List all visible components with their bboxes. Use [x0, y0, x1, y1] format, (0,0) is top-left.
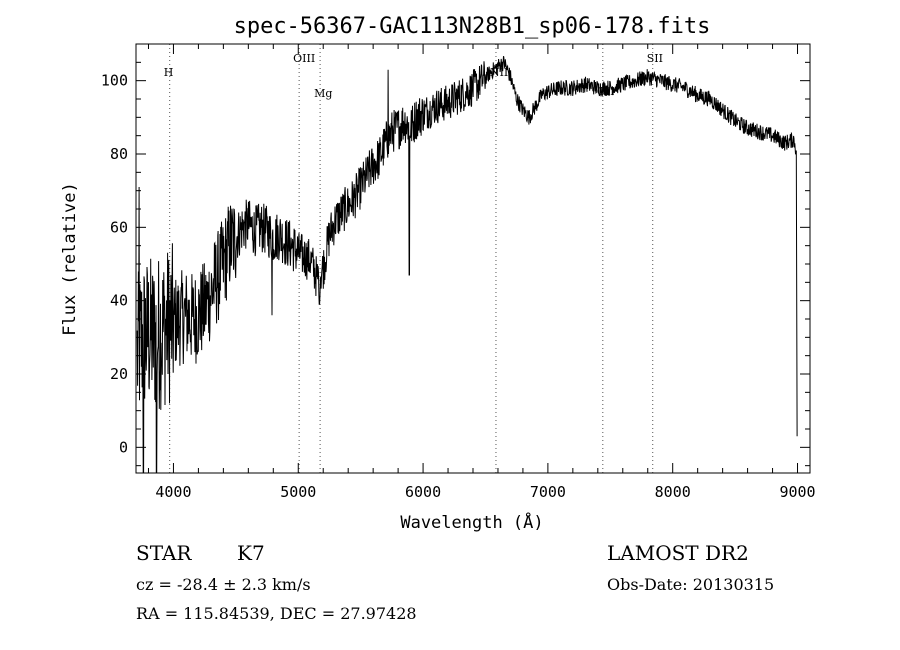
spectrum-series-line: [136, 55, 798, 474]
chart-title: spec-56367-GAC113N28B1_sp06-178.fits: [234, 14, 711, 39]
x-tick-label: 9000: [779, 483, 815, 501]
survey-name: LAMOST DR2: [607, 541, 749, 565]
line-label-h: H: [164, 66, 174, 79]
y-axis-label: Flux (relative): [60, 182, 80, 336]
sky-coordinates: RA = 115.84539, DEC = 27.97428: [136, 604, 417, 623]
y-tick-label: 60: [110, 218, 128, 236]
x-tick-label: 6000: [405, 483, 441, 501]
plot-frame: [135, 43, 811, 474]
y-axis: 0 20 40 60 80 100: [101, 43, 810, 467]
y-tick-label: 40: [110, 292, 128, 310]
x-axis: 4000 5000 6000 7000 8000 9000: [147, 44, 816, 501]
line-label-oiii: OIII: [293, 52, 315, 65]
x-tick-label: 8000: [655, 483, 691, 501]
y-tick-label: 100: [101, 72, 128, 90]
redshift-value: cz = -28.4 ± 2.3 km/s: [136, 575, 311, 594]
x-tick-label: 5000: [280, 483, 316, 501]
line-label-mg: Mg: [314, 87, 332, 100]
x-tick-label: 4000: [155, 483, 191, 501]
y-tick-label: 80: [110, 145, 128, 163]
x-tick-label: 7000: [530, 483, 566, 501]
y-tick-label: 0: [119, 438, 128, 456]
y-tick-label: 20: [110, 365, 128, 383]
line-label-sii: SII: [647, 52, 663, 65]
x-axis-label: Wavelength (Å): [400, 511, 543, 533]
object-subclass: K7: [237, 541, 265, 565]
line-label-nii: NII: [490, 66, 508, 79]
observation-date: Obs-Date: 20130315: [607, 575, 775, 594]
object-class: STAR: [136, 541, 192, 565]
